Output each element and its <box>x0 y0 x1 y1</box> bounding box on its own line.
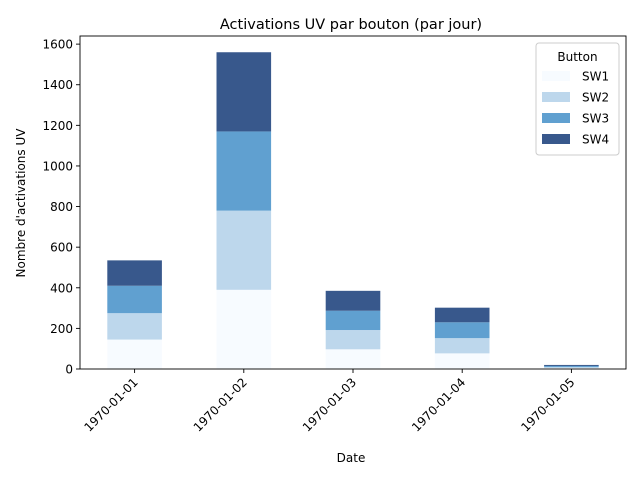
y-tick-label: 800 <box>50 200 73 214</box>
bar-sw1-1970-01-02 <box>216 289 272 369</box>
legend-swatch-sw2 <box>542 92 570 102</box>
bar-sw2-1970-01-04 <box>434 338 490 354</box>
bar-sw3-1970-01-02 <box>216 131 272 211</box>
legend-label-sw4: SW4 <box>582 133 609 147</box>
y-axis-label: Nombre d'activations UV <box>14 128 28 278</box>
bar-sw2-1970-01-03 <box>325 330 381 350</box>
x-tick-label: 1970-01-01 <box>82 375 141 434</box>
bar-sw3-1970-01-04 <box>434 322 490 339</box>
y-tick-label: 1000 <box>42 159 73 173</box>
legend-swatch-sw4 <box>542 134 570 144</box>
bar-sw2-1970-01-05 <box>544 366 599 368</box>
y-tick-label: 0 <box>65 363 73 377</box>
bar-sw3-1970-01-03 <box>325 310 381 331</box>
x-axis-label: Date <box>337 451 366 465</box>
bar-sw1-1970-01-03 <box>325 349 381 369</box>
x-tick-label: 1970-01-03 <box>300 375 359 434</box>
legend-label-sw3: SW3 <box>582 112 609 126</box>
bar-sw2-1970-01-01 <box>107 313 162 340</box>
y-tick-label: 1200 <box>42 119 73 133</box>
bar-sw3-1970-01-05 <box>544 365 599 367</box>
bar-sw4-1970-01-05 <box>544 364 599 366</box>
legend: Button SW1 SW2 SW3 SW4 <box>535 42 620 156</box>
x-tick-label: 1970-01-02 <box>191 375 250 434</box>
x-tick-label: 1970-01-05 <box>518 375 577 434</box>
bars-layer <box>107 52 599 369</box>
bar-sw2-1970-01-02 <box>216 210 272 290</box>
y-tick-label: 400 <box>50 281 73 295</box>
bar-sw4-1970-01-01 <box>107 260 162 286</box>
y-tick-label: 600 <box>50 241 73 255</box>
chart-title: Activations UV par bouton (par jour) <box>220 17 482 33</box>
legend-label-sw1: SW1 <box>582 70 609 84</box>
y-tick-label: 200 <box>50 322 73 336</box>
legend-swatch-sw3 <box>542 113 570 123</box>
bar-sw1-1970-01-04 <box>434 353 490 369</box>
x-tick-label: 1970-01-04 <box>409 375 468 434</box>
bar-sw1-1970-01-01 <box>107 339 162 369</box>
legend-swatch-sw1 <box>542 71 570 81</box>
y-tick-label: 1400 <box>42 78 73 92</box>
bar-sw1-1970-01-05 <box>544 367 599 369</box>
bar-sw4-1970-01-04 <box>434 307 490 323</box>
y-tick-label: 1600 <box>42 38 73 52</box>
legend-label-sw2: SW2 <box>582 91 609 105</box>
bar-sw3-1970-01-01 <box>107 285 162 314</box>
legend-title: Button <box>557 50 597 64</box>
bar-sw4-1970-01-03 <box>325 290 381 311</box>
bar-sw4-1970-01-02 <box>216 52 272 132</box>
